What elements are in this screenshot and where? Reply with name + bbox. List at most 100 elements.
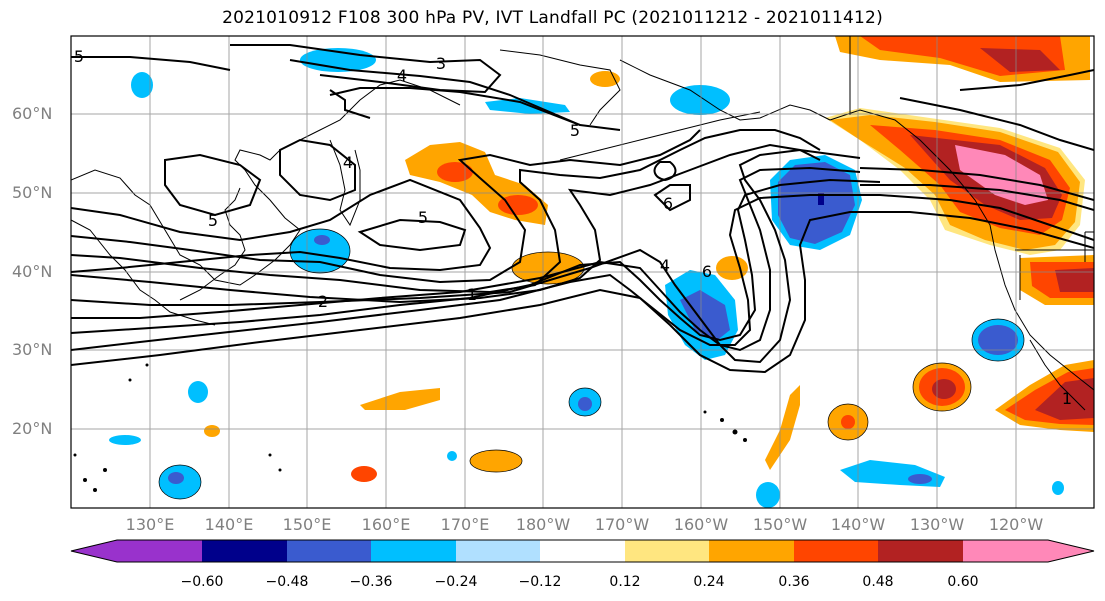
negative-anomaly [188,381,208,403]
coastline-baja [1029,339,1086,411]
contour-line [71,211,1094,374]
positive-anomaly [204,425,220,437]
colorbar-tick-label: 0.48 [862,574,894,590]
positive-anomaly [498,195,538,215]
colorbar-segment [963,540,1048,562]
colorbar-segment [456,540,540,562]
lon-label: 180°W [515,515,571,534]
lon-label: 140°E [204,515,254,534]
island [128,378,132,382]
contour-line [329,89,371,119]
colorbar-tick-label: −0.60 [180,574,224,590]
positive-anomaly [437,162,473,182]
colorbar-segment [287,540,371,562]
coastlines [71,36,1094,411]
positive-anomaly [955,145,1048,205]
positive-anomaly [590,71,620,87]
lat-label: 60°N [12,104,53,123]
lon-label: 150°E [282,515,332,534]
positive-anomaly [765,385,800,470]
contour-line [71,56,231,71]
contour-label: 4 [660,256,670,275]
colorbar-segment [625,540,709,562]
contour-label: 1 [1062,389,1072,408]
colorbar-tick-label: −0.12 [518,574,562,590]
anomaly-outline [511,251,585,285]
colorbar-tick-label: 0.12 [609,574,641,590]
contour-label: 5 [418,208,428,227]
contour-line [653,184,691,212]
contour-line [71,129,701,284]
island [268,453,272,457]
lat-label: 20°N [12,419,53,438]
island [278,468,282,472]
coastline-japan [179,187,246,301]
coastline-na-west [829,109,1094,391]
island [703,410,707,414]
island [145,363,149,367]
lon-label: 160°W [673,515,729,534]
colorbar-tick-label: 0.36 [778,574,810,590]
negative-anomaly [670,85,730,115]
colorbar-outline [70,539,1095,563]
contour-line [71,166,861,352]
negative-anomaly [1052,481,1064,495]
colorbar-segment [117,540,202,562]
coastline-alaska [619,59,831,121]
colorbar-segment [878,540,963,562]
negative-anomaly [109,435,141,445]
positive-anomaly [716,256,748,280]
contour-label: 6 [663,194,673,213]
negative-anomaly [314,235,330,245]
lon-label: 140°W [830,515,886,534]
contour-label: 5 [74,47,84,66]
map-frame [70,35,1095,509]
lat-label: 30°N [12,340,53,359]
colorbar-tick-label: 0.24 [693,574,725,590]
coastline-aleutians [559,111,761,161]
contour-line [357,218,467,252]
lon-label: 160°E [361,515,411,534]
contour-line [71,178,881,342]
island [732,429,738,435]
colorbar-segment [794,540,878,562]
contour-label: 2 [318,292,328,311]
island [83,478,87,482]
negative-anomaly [680,290,730,342]
lon-label: 150°W [752,515,808,534]
negative-anomaly [818,193,824,205]
contour-line [230,44,502,94]
negative-anomaly [978,325,1018,355]
contour-label-group: 5 3 4 5 4 5 5 6 4 6 2 1 1 [74,47,1072,408]
colorbar [70,539,1095,563]
contour-line [71,194,1094,351]
positive-anomaly [470,450,522,472]
contour-label: 4 [397,66,407,85]
colorbar-segment [371,540,456,562]
contour-line [279,138,356,202]
colorbar-extend-right [1048,540,1094,562]
contour-label: 3 [436,54,446,73]
colorbar-tick-label: −0.48 [265,574,309,590]
lon-label: 120°W [988,515,1044,534]
negative-anomaly [578,397,592,411]
negative-anomaly [908,474,932,484]
island [743,438,747,442]
contour-line [899,97,1094,151]
anomaly-outlines [158,228,1025,500]
contour-line [289,59,581,126]
anomaly-outline [158,464,202,500]
islands [73,363,747,492]
positive-anomaly [1035,378,1094,420]
positive-anomaly [1055,268,1094,292]
island [73,453,77,457]
colorbar-tick-label: 0.60 [947,574,979,590]
contour-line [164,153,262,217]
contour-label: 5 [208,211,218,230]
colorbar-tick-label: −0.36 [349,574,393,590]
coastline-alaska [499,49,621,126]
island [93,488,97,492]
negative-anomaly [485,98,570,114]
contour-line [859,167,1094,201]
